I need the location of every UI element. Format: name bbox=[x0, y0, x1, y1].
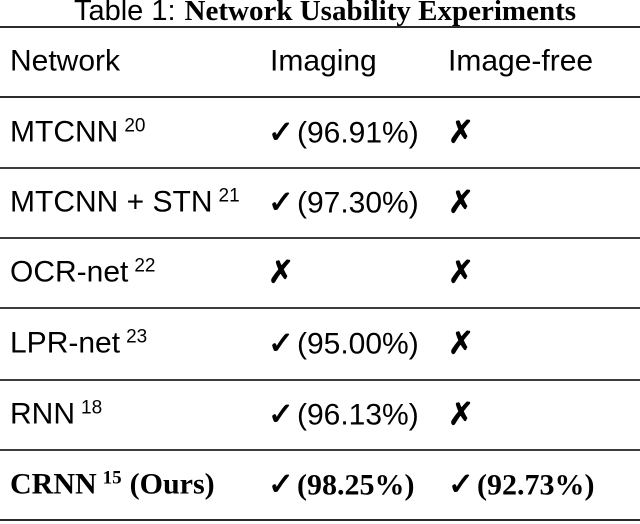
imagefree-cell: ✗ bbox=[448, 113, 477, 150]
table-row-mtcnn: MTCNN 20 ✓ (96.91%) ✗ bbox=[0, 98, 640, 167]
network-suffix: (Ours) bbox=[129, 467, 215, 501]
network-cell: MTCNN 20 bbox=[10, 115, 153, 149]
citation-ref: 15 bbox=[102, 467, 122, 489]
network-cell: MTCNN + STN 21 bbox=[10, 185, 248, 219]
network-cell: OCR-net 22 bbox=[10, 255, 164, 289]
cross-icon: ✗ bbox=[448, 184, 475, 221]
table-row-mtcnn-stn: MTCNN + STN 21 ✓ (97.30%) ✗ bbox=[0, 169, 640, 237]
imaging-accuracy: (97.30%) bbox=[296, 186, 419, 220]
check-icon: ✓ bbox=[448, 466, 475, 503]
imaging-accuracy: (98.25%) bbox=[296, 468, 415, 502]
imaging-accuracy: (96.91%) bbox=[296, 115, 419, 149]
imagefree-cell: ✗ bbox=[448, 254, 477, 291]
table-caption: Table 1: Network Usability Experiments bbox=[10, 0, 640, 28]
imaging-accuracy: (96.13%) bbox=[296, 398, 419, 432]
citation-ref: 21 bbox=[218, 185, 240, 207]
imaging-cell: ✓ (96.91%) bbox=[268, 113, 419, 150]
network-name: CRNN bbox=[10, 467, 97, 501]
cross-icon: ✗ bbox=[448, 254, 475, 291]
imagefree-accuracy: (92.73%) bbox=[476, 468, 595, 502]
cross-icon: ✗ bbox=[448, 113, 475, 150]
row-rule bbox=[0, 167, 640, 170]
imaging-accuracy: (95.00%) bbox=[296, 327, 419, 361]
column-header-imaging: Imaging bbox=[270, 44, 377, 78]
cross-icon: ✗ bbox=[268, 254, 295, 291]
header-rule bbox=[0, 96, 640, 99]
network-name: MTCNN bbox=[10, 114, 119, 148]
network-name: OCR-net bbox=[10, 255, 129, 289]
table-row-lprnet: LPR-net 23 ✓ (95.00%) ✗ bbox=[0, 309, 640, 379]
network-name: LPR-net bbox=[10, 326, 121, 360]
imaging-cell: ✓ (98.25%) bbox=[268, 466, 415, 503]
check-icon: ✓ bbox=[268, 113, 295, 150]
citation-ref: 22 bbox=[134, 255, 156, 277]
table-row-ocrnet: OCR-net 22 ✗ ✗ bbox=[0, 239, 640, 307]
row-rule bbox=[0, 379, 640, 382]
citation-ref: 23 bbox=[126, 326, 148, 348]
table-caption-title: Network Usability Experiments bbox=[184, 0, 577, 27]
imagefree-cell: ✓ (92.73%) bbox=[448, 466, 595, 503]
imagefree-cell: ✗ bbox=[448, 396, 477, 433]
column-header-imagefree: Image-free bbox=[448, 44, 594, 78]
imagefree-cell: ✗ bbox=[448, 184, 477, 221]
cross-icon: ✗ bbox=[448, 396, 475, 433]
table-caption-label: Table 1: bbox=[73, 0, 176, 27]
citation-ref: 18 bbox=[81, 397, 103, 419]
network-name: MTCNN + STN bbox=[10, 185, 213, 219]
network-cell: CRNN 15 (Ours) bbox=[10, 467, 215, 501]
cross-icon: ✗ bbox=[448, 325, 475, 362]
network-cell: RNN 18 bbox=[10, 397, 110, 431]
row-rule bbox=[0, 449, 640, 452]
imaging-cell: ✓ (95.00%) bbox=[268, 325, 419, 362]
imaging-cell: ✓ (97.30%) bbox=[268, 184, 419, 221]
network-name: RNN bbox=[10, 397, 75, 431]
check-icon: ✓ bbox=[268, 184, 295, 221]
network-cell: LPR-net 23 bbox=[10, 326, 155, 360]
check-icon: ✓ bbox=[268, 325, 295, 362]
row-rule bbox=[0, 307, 640, 310]
column-header-network: Network bbox=[10, 44, 121, 78]
imagefree-cell: ✗ bbox=[448, 325, 477, 362]
check-icon: ✓ bbox=[268, 396, 295, 433]
imaging-cell: ✗ bbox=[268, 254, 297, 291]
check-icon: ✓ bbox=[268, 466, 295, 503]
table-row-rnn: RNN 18 ✓ (96.13%) ✗ bbox=[0, 381, 640, 449]
imaging-cell: ✓ (96.13%) bbox=[268, 396, 419, 433]
header-row: Network Imaging Image-free bbox=[0, 28, 640, 96]
row-rule bbox=[0, 237, 640, 240]
citation-ref: 20 bbox=[124, 114, 146, 136]
bottom-rule bbox=[0, 519, 640, 522]
top-rule bbox=[0, 26, 640, 29]
table-row-crnn-ours: CRNN 15 (Ours) ✓ (98.25%) ✓ (92.73%) bbox=[0, 451, 640, 519]
